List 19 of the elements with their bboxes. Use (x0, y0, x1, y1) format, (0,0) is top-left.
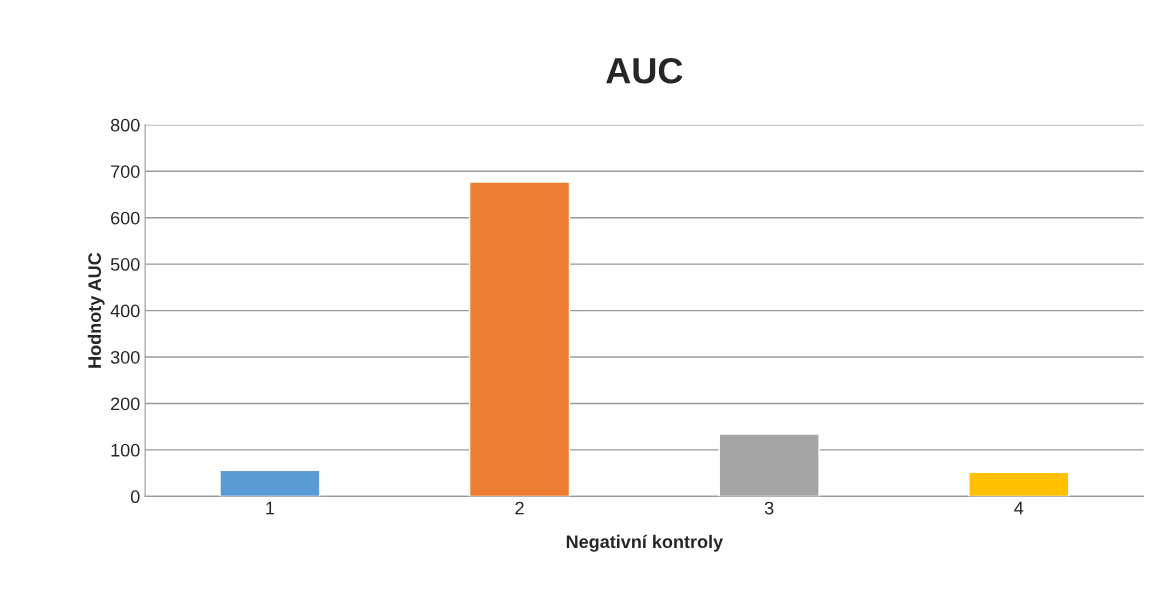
y-tick-label: 0 (130, 490, 140, 504)
bar (468, 181, 571, 497)
x-tick-label: 2 (515, 501, 524, 515)
y-tick-label: 200 (111, 397, 140, 411)
y-tick-label: 700 (111, 165, 140, 178)
bar (219, 469, 321, 497)
y-tick-label: 500 (110, 258, 140, 271)
y-tick-label: 600 (111, 211, 140, 225)
x-tick-label: 4 (1014, 501, 1024, 515)
x-axis-title: Negativní kontroly (566, 534, 724, 552)
chart-title: AUC (606, 57, 683, 84)
y-tick-label: 400 (110, 304, 140, 318)
y-axis-title: Hodnoty AUC (87, 252, 105, 368)
y-tick-label: 300 (110, 350, 140, 364)
bar (968, 471, 1070, 497)
x-tick-label: 3 (764, 501, 774, 515)
x-tick-label: 1 (266, 501, 275, 515)
y-tick-label: 800 (110, 118, 140, 132)
y-tick-label: 100 (111, 443, 140, 457)
